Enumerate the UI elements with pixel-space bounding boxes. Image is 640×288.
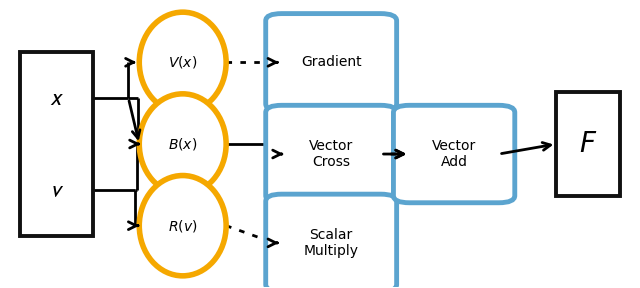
Ellipse shape (140, 175, 226, 276)
FancyBboxPatch shape (394, 105, 515, 203)
Text: Vector
Add: Vector Add (432, 139, 476, 169)
Text: Gradient: Gradient (301, 55, 362, 69)
Text: Scalar
Multiply: Scalar Multiply (303, 228, 358, 258)
Text: $\mathit{V(x)}$: $\mathit{V(x)}$ (168, 54, 197, 70)
FancyBboxPatch shape (266, 14, 397, 111)
Bar (20, 52, 93, 236)
Bar (556, 92, 620, 196)
Text: $\mathit{F}$: $\mathit{F}$ (579, 130, 597, 158)
FancyBboxPatch shape (266, 105, 397, 203)
Ellipse shape (140, 12, 226, 113)
Ellipse shape (140, 94, 226, 194)
FancyBboxPatch shape (266, 194, 397, 288)
Text: $\mathcal{v}$: $\mathcal{v}$ (49, 178, 64, 202)
Text: $\mathit{R(v)}$: $\mathit{R(v)}$ (168, 218, 197, 234)
Text: $\mathit{B(x)}$: $\mathit{B(x)}$ (168, 136, 197, 152)
Text: $\mathcal{x}$: $\mathcal{x}$ (49, 86, 64, 110)
Text: Vector
Cross: Vector Cross (309, 139, 353, 169)
